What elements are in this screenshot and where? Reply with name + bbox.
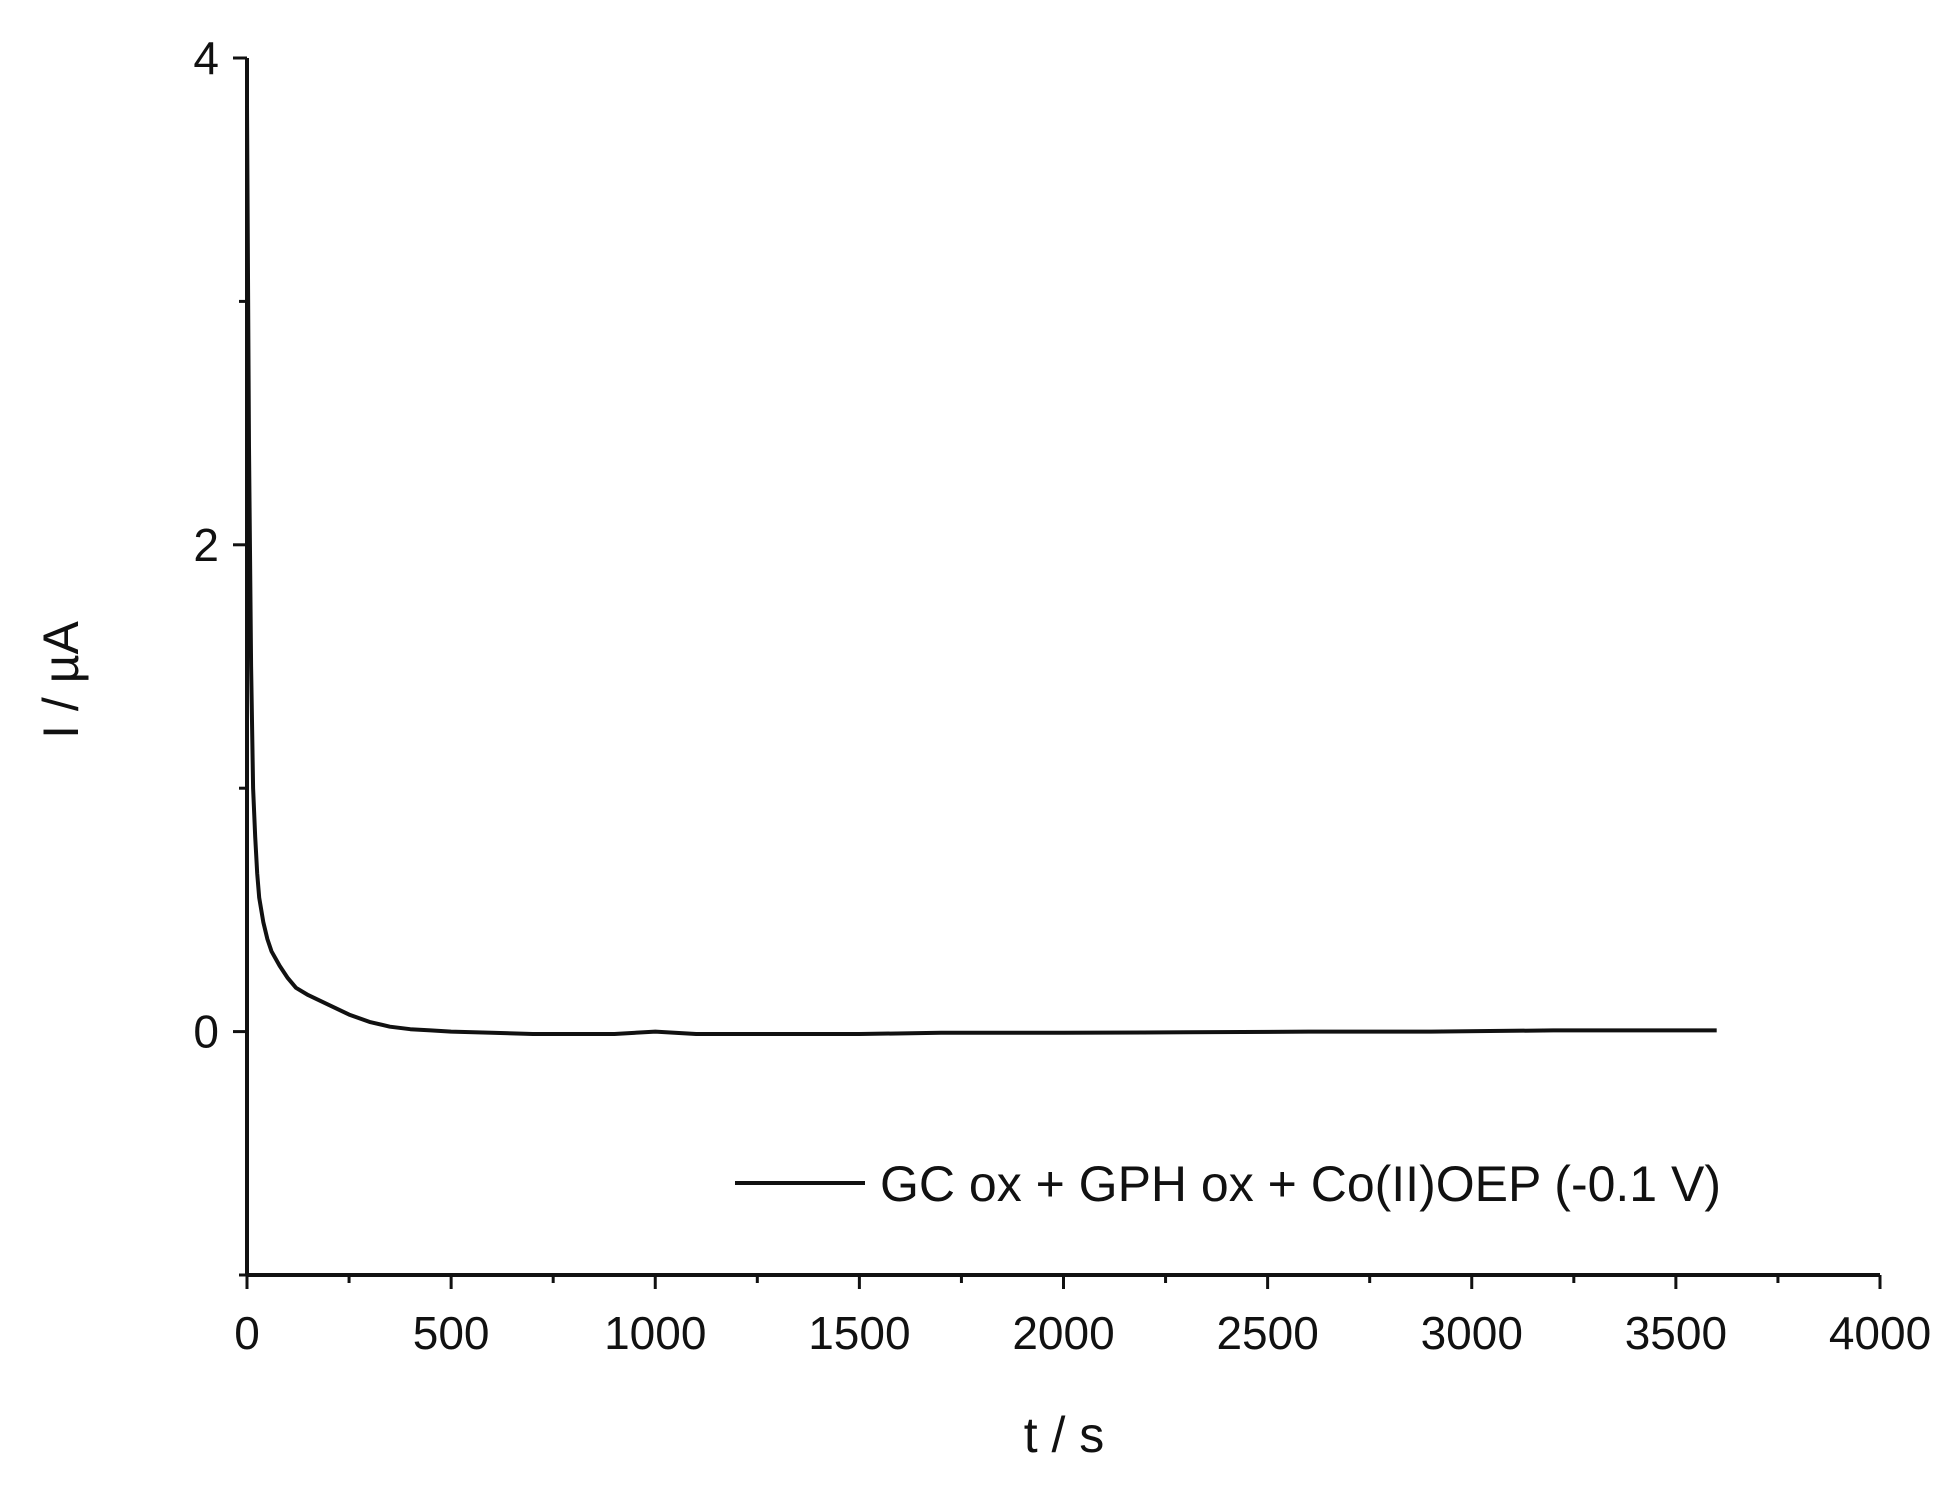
x-tick-label: 2000 [1012,1307,1114,1359]
x-tick-label: 1000 [604,1307,706,1359]
x-tick-label: 1500 [808,1307,910,1359]
x-tick-label: 4000 [1829,1307,1931,1359]
tick-labels: 0 500 1000 1500 2000 2500 3000 3500 4000 0 2 4 [193,32,1931,1359]
x-tick-label: 0 [234,1307,260,1359]
plot-area [245,106,1717,1036]
series-line [245,106,1717,1036]
y-tick-label: 4 [193,32,219,84]
y-axis-label: I / µA [33,620,89,738]
axes [245,58,1880,1277]
x-tick-label: 3500 [1625,1307,1727,1359]
y-tick-label: 0 [193,1006,219,1058]
legend: GC ox + GPH ox + Co(II)OEP (-0.1 V) [735,1156,1721,1212]
y-tick-label: 2 [193,519,219,571]
x-axis-label: t / s [1024,1407,1105,1463]
x-tick-label: 3000 [1421,1307,1523,1359]
legend-label: GC ox + GPH ox + Co(II)OEP (-0.1 V) [880,1156,1721,1212]
x-tick-label: 2500 [1216,1307,1318,1359]
x-tick-label: 500 [413,1307,490,1359]
ticks [233,56,1882,1289]
